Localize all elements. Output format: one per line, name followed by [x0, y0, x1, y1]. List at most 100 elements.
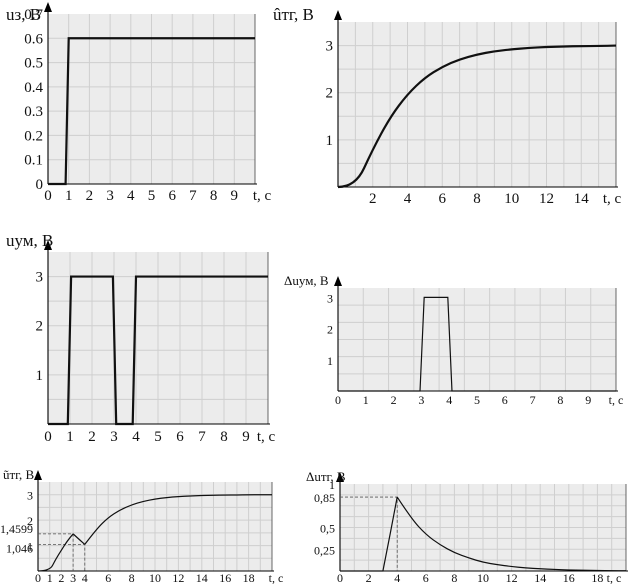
- grid-lines: [340, 484, 626, 571]
- x-tick-label: 0: [44, 429, 52, 445]
- x-tick-label: 3: [418, 393, 424, 407]
- x-tick-label: 0: [335, 393, 341, 407]
- series-line-1: [337, 44, 617, 189]
- x-tick-label: 9: [231, 188, 239, 204]
- x-axis-label: t, с: [607, 571, 622, 585]
- x-tick-label: 6: [502, 393, 508, 407]
- x-tick-label: 9: [242, 429, 250, 445]
- y-axis-label: uум, В: [6, 231, 53, 250]
- x-tick-label: 6: [439, 191, 447, 207]
- x-tick-label: 12: [539, 191, 554, 207]
- x-tick-label: 14: [534, 571, 546, 585]
- chart-panel-4: 1 2 3 0 1 2 3 4 5 6 7 8 9 t, с Δuум, В: [284, 273, 623, 407]
- y-tick-label: 0.4: [24, 80, 43, 96]
- y-tick-label: 0.1: [24, 153, 43, 169]
- guide-line: [38, 544, 86, 571]
- x-tick-label: 7: [189, 188, 197, 204]
- x-tick-label: 8: [210, 188, 218, 204]
- x-tick-label: 2: [369, 191, 377, 207]
- y-axis-arrow: [334, 10, 342, 20]
- x-tick-label: 14: [574, 191, 590, 207]
- y-tick-label: 0.3: [24, 104, 43, 120]
- x-axis-label: t, с: [253, 188, 272, 204]
- y-tick-label: 0.6: [24, 31, 43, 47]
- x-tick-label: 2: [88, 429, 96, 445]
- x-tick-label: 9: [585, 393, 591, 407]
- y-tick-label: 3: [326, 39, 334, 55]
- x-axis-label: t, с: [269, 571, 284, 585]
- x-tick-label: 4: [132, 429, 140, 445]
- x-tick-label: 5: [474, 393, 480, 407]
- x-tick-label: 4: [394, 571, 400, 585]
- x-tick-label: 5: [148, 188, 156, 204]
- y-tick-label: 1: [326, 133, 334, 149]
- x-tick-label: 6: [176, 429, 184, 445]
- x-tick-label: 3: [106, 188, 114, 204]
- annotation-label: 1,046: [6, 541, 33, 555]
- x-tick-label: 3: [70, 571, 76, 585]
- y-tick-label: 0.7: [24, 7, 43, 23]
- grid-lines: [338, 288, 616, 391]
- x-tick-label: 16: [219, 571, 231, 585]
- x-tick-label: 1: [47, 571, 53, 585]
- x-tick-label: 1: [66, 429, 74, 445]
- chart-panel-1: 00.10.20.30.40.50.60.70 1 2 3 4 5 6 7 8 9 t, сuз, …: [6, 2, 272, 204]
- y-axis-label: Δuтг, В: [306, 469, 346, 484]
- y-tick-label: 1: [27, 540, 33, 554]
- grid-lines: [338, 22, 616, 187]
- x-tick-label: 10: [149, 571, 161, 585]
- y-axis-arrow: [34, 470, 42, 480]
- x-tick-label: 8: [557, 393, 563, 407]
- y-axis-label: ũтг, В: [3, 467, 35, 482]
- y-tick-label: 0,25: [314, 543, 335, 557]
- series-line-1: [48, 275, 268, 426]
- x-tick-label: 18: [243, 571, 255, 585]
- x-tick-label: 18: [591, 571, 603, 585]
- y-tick-label: 0.5: [24, 56, 43, 72]
- x-tick-label: 12: [506, 571, 518, 585]
- x-tick-label: 2: [86, 188, 94, 204]
- x-tick-label: 6: [168, 188, 176, 204]
- x-tick-label: 12: [172, 571, 184, 585]
- x-tick-label: 7: [530, 393, 536, 407]
- x-tick-label: 0: [35, 571, 41, 585]
- x-tick-label: 2: [366, 571, 372, 585]
- y-tick-label: 0,5: [320, 522, 335, 536]
- grid-lines: [38, 482, 272, 571]
- x-tick-label: 10: [504, 191, 519, 207]
- y-axis-arrow: [334, 276, 342, 286]
- y-tick-label: 0: [36, 177, 44, 193]
- x-tick-label: 16: [563, 571, 575, 585]
- series-line-1: [37, 494, 272, 572]
- series-line-1: [338, 296, 616, 392]
- x-tick-label: 3: [110, 429, 118, 445]
- x-tick-label: 4: [446, 393, 452, 407]
- x-tick-label: 7: [198, 429, 206, 445]
- y-tick-label: 2: [326, 86, 334, 102]
- y-tick-label: 3: [27, 489, 33, 503]
- x-tick-label: 8: [451, 571, 457, 585]
- series-line-1: [48, 37, 255, 186]
- x-tick-label: 6: [105, 571, 111, 585]
- y-tick-label: 1: [327, 354, 333, 368]
- y-tick-label: 2: [36, 319, 44, 335]
- y-axis-arrow: [44, 240, 52, 250]
- y-tick-label: 3: [36, 270, 44, 286]
- y-axis-arrow: [336, 472, 344, 482]
- x-axis-label: t, с: [609, 393, 624, 407]
- y-axis-label: Δuум, В: [284, 273, 329, 288]
- y-tick-label: 3: [327, 291, 333, 305]
- x-tick-label: 6: [423, 571, 429, 585]
- y-tick-label: 0.2: [24, 128, 43, 144]
- grid-lines: [48, 252, 268, 424]
- y-tick-label: 2: [327, 323, 333, 337]
- x-tick-label: 5: [154, 429, 162, 445]
- x-axis-label: t, с: [257, 429, 276, 445]
- x-tick-label: 1: [363, 393, 369, 407]
- x-tick-label: 2: [58, 571, 64, 585]
- y-axis-arrow: [44, 2, 52, 12]
- x-tick-label: 14: [196, 571, 208, 585]
